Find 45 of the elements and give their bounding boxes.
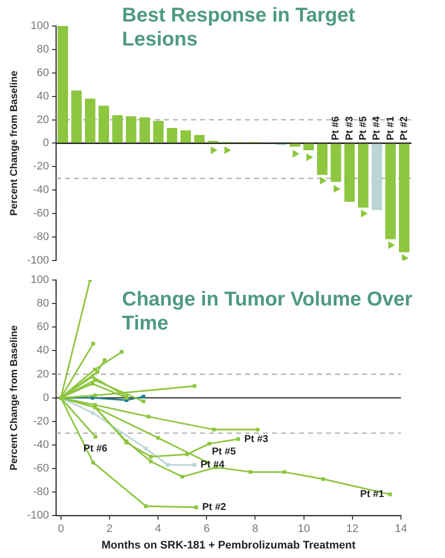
chart-title: Best Response in Target Lesions [122, 4, 356, 51]
annotation: Pt #2 [202, 502, 227, 514]
y-tick-label: 20 [36, 114, 50, 126]
y-tick-label: 0 [42, 137, 50, 150]
y-tick-label: -80 [33, 230, 50, 243]
x-tick-label: 2 [106, 523, 113, 536]
x-axis-title: Months on SRK-181 + Pembrolizumab Treatment [102, 539, 356, 552]
annotation: Pt #3 [244, 434, 269, 445]
y-tick-label: -20 [33, 160, 50, 173]
y-tick-label: 40 [36, 344, 50, 357]
y-tick-label: 80 [36, 298, 50, 310]
x-tick-label: Pt #1 [385, 116, 396, 140]
y-tick-label: -60 [33, 462, 50, 475]
y-tick-label: 40 [36, 90, 50, 102]
x-tick-label: Pt #4 [372, 116, 383, 140]
y-tick-label: 80 [36, 43, 50, 56]
x-tick-label: 0 [58, 523, 64, 536]
x-tick-label: 10 [298, 523, 310, 536]
x-tick-label: 4 [154, 523, 162, 536]
x-tick-label: Pt #3 [344, 116, 356, 140]
y-tick-label: -80 [33, 486, 50, 498]
y-tick-label: 60 [36, 321, 50, 334]
y-tick-label: -40 [33, 438, 50, 451]
x-tick-label: 12 [346, 523, 359, 536]
y-tick-label: 100 [30, 274, 50, 286]
y-tick-label: -60 [33, 208, 50, 220]
y-tick-label: -20 [33, 415, 50, 428]
y-axis-title: Percent Change from Baseline [8, 70, 20, 216]
y-tick-label: -100 [26, 510, 50, 522]
y-tick-label: 0 [42, 392, 50, 404]
x-tick-label: 14 [394, 523, 408, 536]
y-axis-title: Percent Change from Baseline [8, 324, 20, 470]
x-tick-label: 8 [252, 523, 258, 536]
x-tick-label: Pt #2 [398, 116, 410, 140]
annotation: Pt #5 [212, 446, 236, 458]
x-tick-label: Pt #6 [330, 116, 342, 140]
annotation: Pt #1 [360, 489, 385, 500]
text: Change in Tumor Volume Over Time [122, 288, 413, 335]
y-tick-label: -40 [33, 184, 50, 196]
x-tick-label: 6 [204, 523, 210, 536]
y-tick-label: 100 [30, 20, 50, 32]
y-tick-label: -100 [26, 254, 50, 266]
y-tick-label: 20 [36, 368, 50, 380]
y-tick-label: 60 [36, 66, 50, 79]
x-tick-label: Pt #5 [358, 116, 369, 140]
